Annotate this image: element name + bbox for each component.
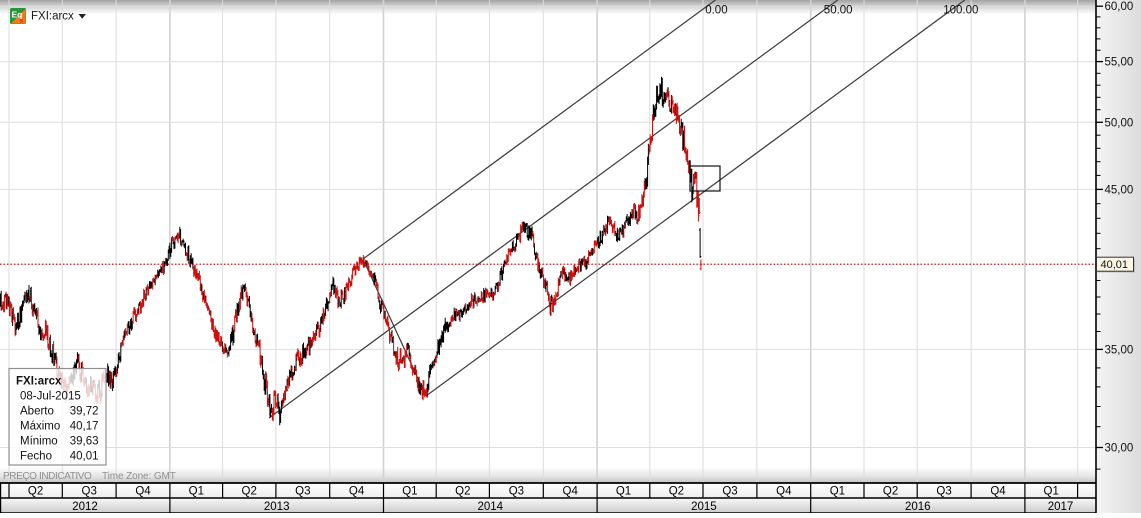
- svg-text:30,00: 30,00: [1105, 443, 1134, 455]
- svg-text:2013: 2013: [264, 501, 290, 513]
- svg-text:Q4: Q4: [776, 486, 792, 498]
- svg-text:Q1: Q1: [1044, 486, 1059, 498]
- svg-text:0.00: 0.00: [705, 5, 727, 17]
- svg-text:Aberto: Aberto: [20, 406, 54, 418]
- svg-text:2016: 2016: [905, 501, 931, 513]
- svg-text:Q1: Q1: [402, 486, 417, 498]
- svg-text:Q4: Q4: [349, 486, 365, 498]
- svg-text:39,63: 39,63: [70, 436, 99, 448]
- svg-text:Q2: Q2: [455, 486, 470, 498]
- svg-text:PREÇO INDICATIVO: PREÇO INDICATIVO: [3, 471, 92, 482]
- svg-text:Fecho: Fecho: [20, 451, 52, 463]
- svg-text:Q3: Q3: [936, 486, 951, 498]
- svg-text:Máximo: Máximo: [20, 421, 60, 433]
- svg-text:FXI:arcx: FXI:arcx: [16, 376, 62, 388]
- svg-text:45,00: 45,00: [1105, 184, 1134, 196]
- svg-text:40,01: 40,01: [1101, 259, 1129, 271]
- svg-text:55,00: 55,00: [1105, 57, 1134, 69]
- svg-text:Q3: Q3: [509, 486, 524, 498]
- svg-text:Eq: Eq: [12, 10, 23, 20]
- svg-text:Q2: Q2: [669, 486, 684, 498]
- svg-text:Q3: Q3: [82, 486, 97, 498]
- svg-text:40,17: 40,17: [70, 421, 99, 433]
- svg-text:2014: 2014: [478, 501, 504, 513]
- svg-text:100.00: 100.00: [943, 5, 978, 17]
- svg-text:2015: 2015: [691, 501, 717, 513]
- svg-text:Q2: Q2: [883, 486, 898, 498]
- svg-text:08-Jul-2015: 08-Jul-2015: [20, 391, 81, 403]
- svg-text:Q4: Q4: [135, 486, 151, 498]
- svg-text:2017: 2017: [1048, 501, 1074, 513]
- svg-text:Q3: Q3: [722, 486, 737, 498]
- svg-text:Q1: Q1: [616, 486, 631, 498]
- svg-text:Time Zone: GMT: Time Zone: GMT: [102, 471, 176, 482]
- svg-text:Q2: Q2: [28, 486, 43, 498]
- svg-text:FXI:arcx: FXI:arcx: [31, 11, 74, 23]
- svg-text:Q1: Q1: [189, 486, 204, 498]
- svg-text:Q4: Q4: [990, 486, 1006, 498]
- svg-text:40,01: 40,01: [70, 451, 99, 463]
- svg-text:35,00: 35,00: [1105, 344, 1134, 356]
- svg-text:Q1: Q1: [830, 486, 845, 498]
- svg-text:50,00: 50,00: [1105, 117, 1134, 129]
- svg-text:60,00: 60,00: [1105, 1, 1134, 13]
- svg-text:39,72: 39,72: [70, 406, 99, 418]
- svg-text:2012: 2012: [72, 501, 98, 513]
- svg-text:Q4: Q4: [563, 486, 579, 498]
- svg-text:Q3: Q3: [295, 486, 310, 498]
- svg-text:s: s: [20, 18, 24, 25]
- svg-text:Q2: Q2: [242, 486, 257, 498]
- svg-text:50.00: 50.00: [824, 5, 853, 17]
- svg-text:Mínimo: Mínimo: [20, 436, 58, 448]
